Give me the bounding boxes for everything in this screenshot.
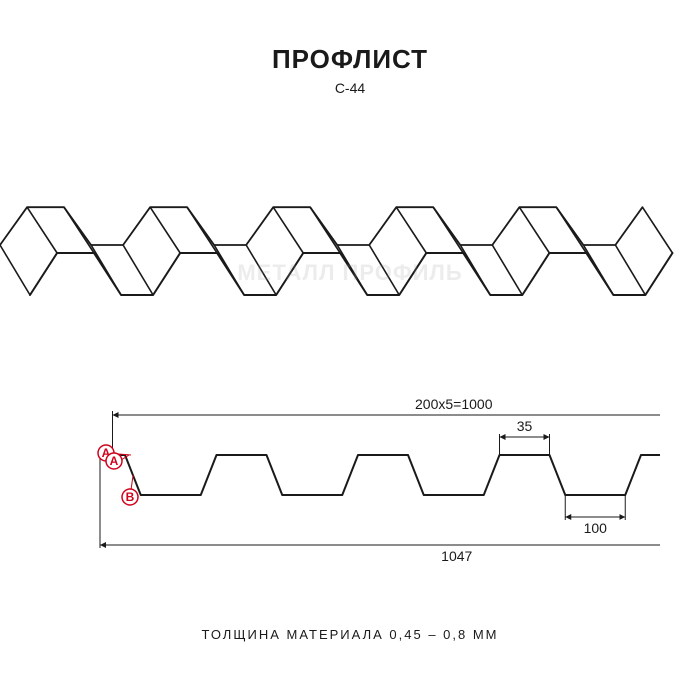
svg-text:B: B — [126, 490, 135, 504]
dimension-label: 35 — [517, 418, 533, 434]
svg-text:A: A — [110, 454, 119, 468]
dimension-label: 1047 — [441, 548, 472, 564]
page-title: ПРОФЛИСТ — [0, 44, 700, 75]
isometric-view — [0, 130, 700, 340]
material-thickness: ТОЛЩИНА МАТЕРИАЛА 0,45 – 0,8 ММ — [0, 627, 700, 642]
dimension-label: 200х5=1000 — [415, 396, 493, 412]
section-view: 200х5=100035100104744ABA — [0, 380, 700, 570]
dimension-label: 100 — [584, 520, 608, 536]
profile-outline — [100, 455, 660, 495]
product-code: C-44 — [0, 80, 700, 96]
